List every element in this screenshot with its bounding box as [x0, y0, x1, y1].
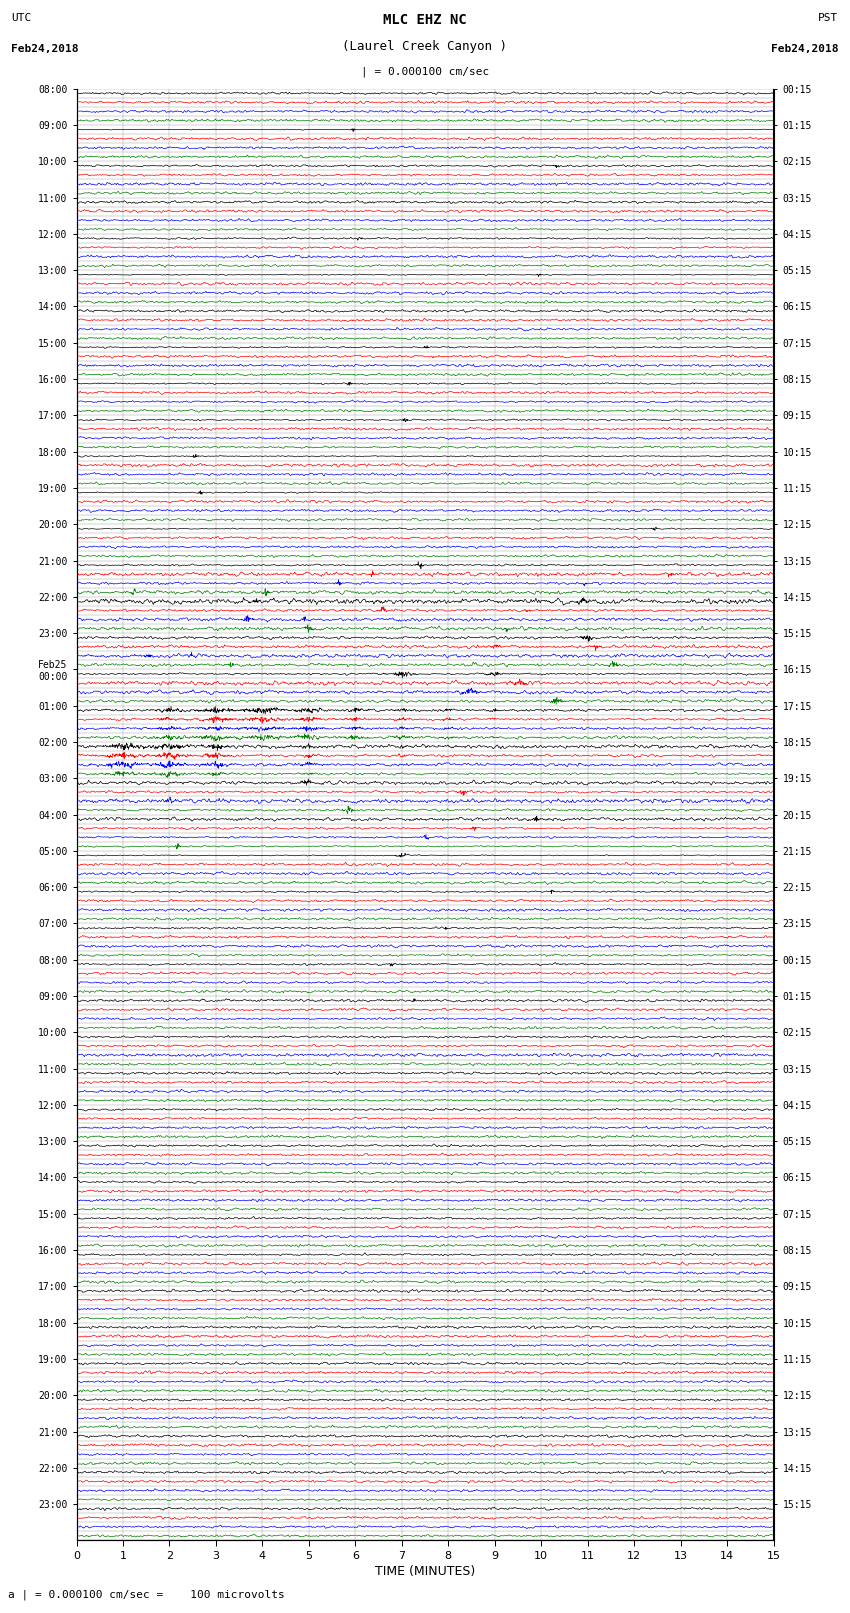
Text: PST: PST	[819, 13, 838, 23]
Text: Feb24,2018: Feb24,2018	[771, 44, 838, 55]
Text: (Laurel Creek Canyon ): (Laurel Creek Canyon )	[343, 40, 507, 53]
X-axis label: TIME (MINUTES): TIME (MINUTES)	[375, 1565, 475, 1578]
Text: | = 0.000100 cm/sec: | = 0.000100 cm/sec	[361, 66, 489, 77]
Text: UTC: UTC	[11, 13, 31, 23]
Text: a | = 0.000100 cm/sec =    100 microvolts: a | = 0.000100 cm/sec = 100 microvolts	[8, 1589, 286, 1600]
Text: MLC EHZ NC: MLC EHZ NC	[383, 13, 467, 27]
Text: Feb24,2018: Feb24,2018	[11, 44, 79, 55]
